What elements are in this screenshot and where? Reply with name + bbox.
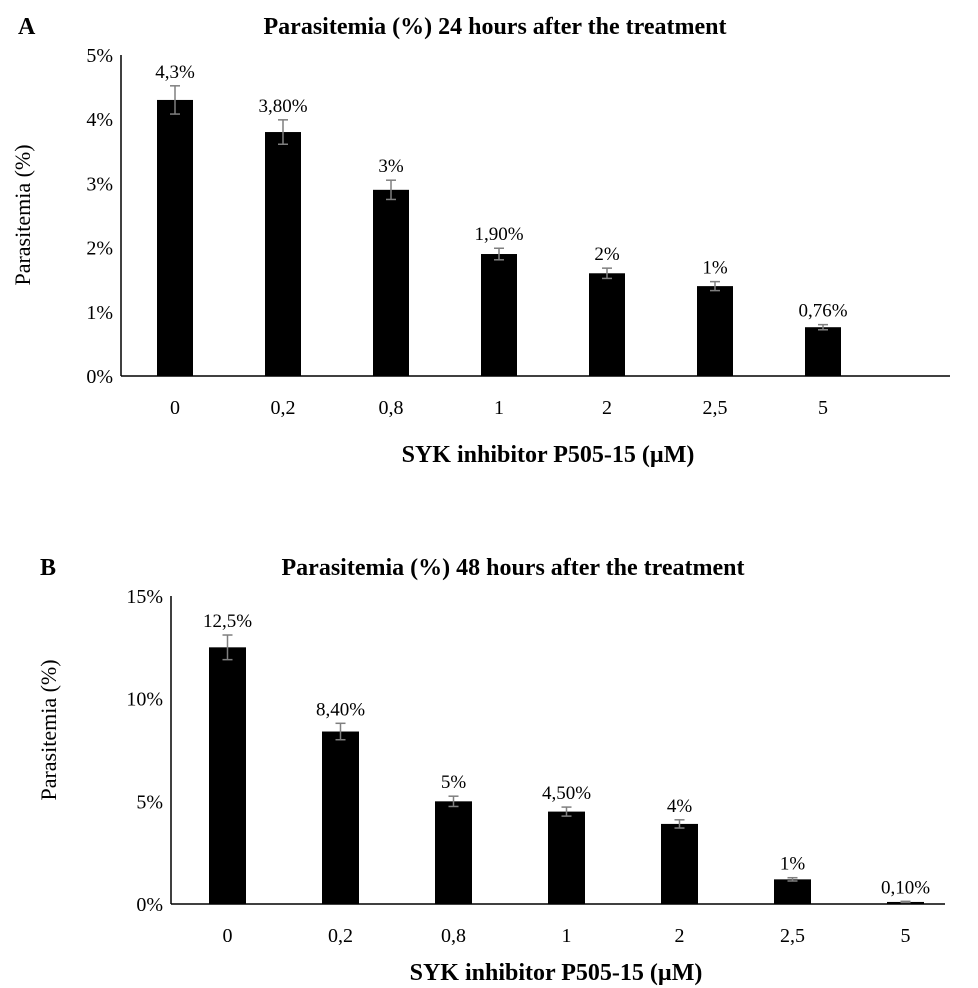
- y-tick-label: 5%: [86, 45, 113, 67]
- x-tick-label: 2,5: [780, 925, 805, 947]
- data-label: 3,80%: [258, 96, 307, 117]
- y-tick-label: 0%: [136, 894, 163, 916]
- y-tick-label: 1%: [86, 302, 113, 324]
- x-tick-label: 0: [170, 397, 180, 419]
- bar: [774, 879, 811, 904]
- y-tick-label: 3%: [86, 173, 113, 195]
- y-axis-title-a: Parasitemia (%): [10, 144, 35, 285]
- data-label: 0,76%: [798, 301, 847, 322]
- bar: [697, 286, 733, 376]
- y-tick-label: 0%: [86, 366, 113, 388]
- x-tick-label: 2,5: [703, 397, 728, 419]
- x-tick-label: 5: [901, 925, 911, 947]
- y-tick-label: 15%: [126, 586, 163, 608]
- data-label: 0,10%: [881, 877, 930, 898]
- x-axis-title-b: SYK inhibitor P505-15 (µM): [410, 960, 703, 986]
- x-tick-label: 0,8: [379, 397, 404, 419]
- bar: [373, 189, 409, 376]
- plot-area-a: 0% 1% 2% 3% 4% 5% 4,3% 0 3,80% 0,2 3% 0,8 1,90% 1 2% 2 1…: [86, 45, 950, 419]
- y-axis-title-b: Parasitemia (%): [36, 659, 61, 800]
- bar: [589, 273, 625, 376]
- bar: [548, 811, 585, 904]
- data-label: 4,3%: [155, 62, 195, 83]
- data-label: 1,90%: [474, 224, 523, 245]
- y-tick-label: 4%: [86, 109, 113, 131]
- data-label: 12,5%: [203, 611, 252, 632]
- chart-panel-a: A Parasitemia (%) 24 hours after the tre…: [10, 14, 950, 468]
- chart-panel-b: B Parasitemia (%) 48 hours after the tre…: [36, 555, 945, 986]
- bar: [157, 99, 193, 376]
- x-tick-label: 0,2: [271, 397, 296, 419]
- x-tick-label: 5: [818, 397, 828, 419]
- bar: [805, 327, 841, 376]
- data-label: 8,40%: [316, 699, 365, 720]
- y-tick-label: 5%: [136, 791, 163, 813]
- chart-title-b: Parasitemia (%) 48 hours after the treat…: [282, 555, 745, 581]
- x-tick-label: 0,2: [328, 925, 353, 947]
- panel-letter-a: A: [18, 14, 36, 40]
- y-tick-label: 10%: [126, 689, 163, 711]
- panel-letter-b: B: [40, 555, 56, 581]
- data-label: 4,50%: [542, 783, 591, 804]
- bar: [661, 823, 698, 904]
- data-label: 5%: [441, 772, 467, 793]
- data-label: 3%: [378, 156, 404, 177]
- x-axis-title-a: SYK inhibitor P505-15 (µM): [402, 442, 695, 468]
- data-label: 2%: [594, 244, 620, 265]
- chart-title-a: Parasitemia (%) 24 hours after the treat…: [264, 14, 727, 40]
- plot-area-b: 0% 5% 10% 15% 12,5% 0 8,40% 0,2 5% 0,8 4,50% 1 4% 2 1%…: [126, 586, 945, 947]
- bar: [209, 647, 246, 904]
- data-label: 4%: [667, 796, 693, 817]
- x-tick-label: 0: [223, 925, 233, 947]
- x-tick-label: 2: [602, 397, 612, 419]
- bar: [265, 132, 301, 376]
- x-tick-label: 2: [675, 925, 685, 947]
- x-tick-label: 0,8: [441, 925, 466, 947]
- x-tick-label: 1: [562, 925, 572, 947]
- bar: [322, 731, 359, 904]
- y-tick-label: 2%: [86, 238, 113, 260]
- x-tick-label: 1: [494, 397, 504, 419]
- data-label: 1%: [702, 258, 728, 279]
- data-label: 1%: [780, 854, 806, 875]
- bar: [435, 801, 472, 904]
- bar: [481, 254, 517, 376]
